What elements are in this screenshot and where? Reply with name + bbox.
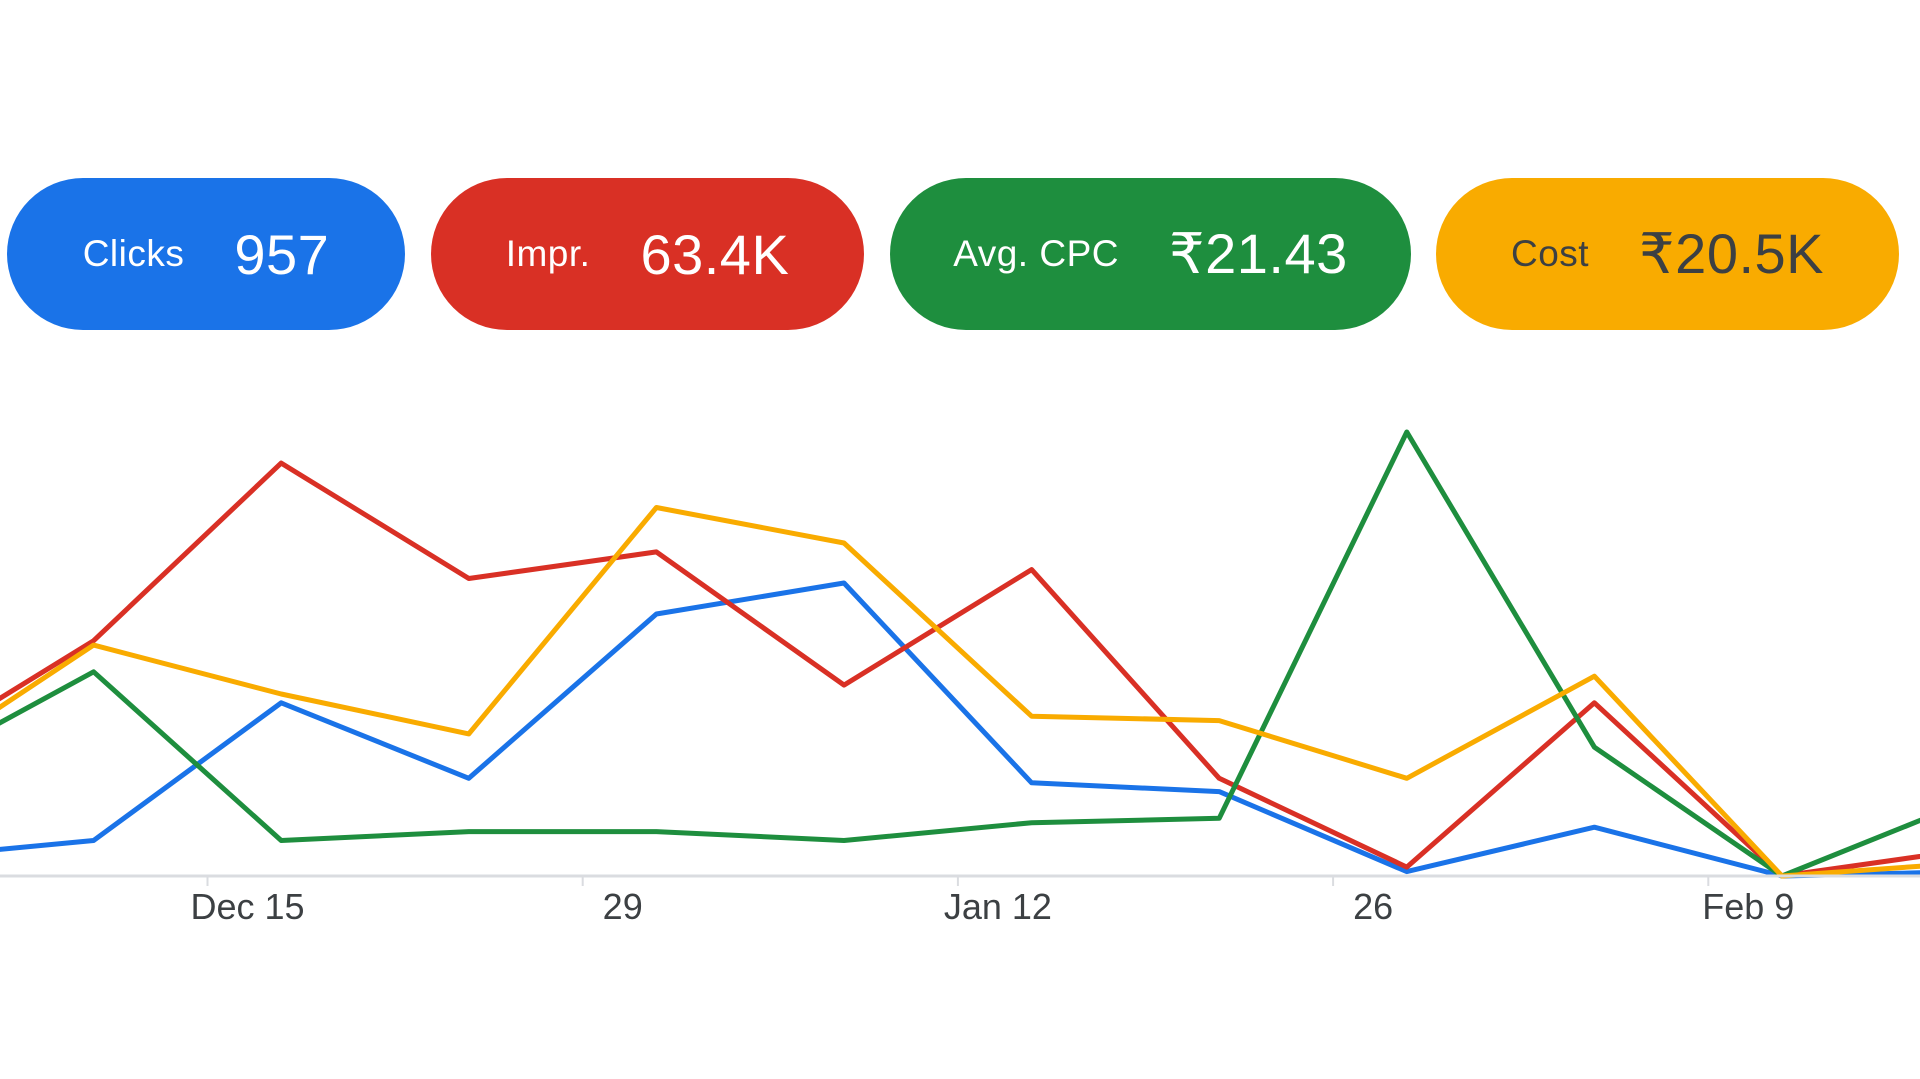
series-line-clicks <box>0 580 1920 879</box>
impressions-value: 63.4K <box>640 222 790 286</box>
cost-label: Cost <box>1510 233 1590 274</box>
cost-value: ₹20.5K <box>1639 222 1825 285</box>
series-line-impr <box>0 460 1920 879</box>
impressions-metric-chip[interactable]: Impr. 63.4K <box>431 178 864 330</box>
clicks-metric-chip[interactable]: Clicks 957 <box>7 178 405 330</box>
series-line-avg-cpc <box>0 429 1920 879</box>
x-tick-label: Jan 12 <box>944 886 1052 927</box>
x-axis-ticks: Dec 15 29 Jan 12 26 Feb 9 <box>190 876 1794 927</box>
x-tick-label: Dec 15 <box>190 886 304 927</box>
x-tick-label: 29 <box>603 886 643 927</box>
avg-cpc-label: Avg. CPC <box>953 233 1119 274</box>
clicks-label: Clicks <box>82 233 185 274</box>
x-tick-label: 26 <box>1353 886 1393 927</box>
avg-cpc-metric-chip[interactable]: Avg. CPC ₹21.43 <box>890 178 1411 330</box>
chart-background <box>0 0 1920 938</box>
avg-cpc-value: ₹21.43 <box>1169 222 1348 285</box>
x-tick-label: Feb 9 <box>1702 886 1794 927</box>
cost-metric-chip[interactable]: Cost ₹20.5K <box>1436 178 1899 330</box>
metric-chips: Clicks 957 Impr. 63.4K Avg. CPC ₹21.43 C… <box>0 178 1920 330</box>
impressions-label: Impr. <box>505 233 591 274</box>
series-line-cost <box>0 505 1920 879</box>
series-lines <box>0 429 1920 879</box>
clicks-value: 957 <box>234 222 330 286</box>
